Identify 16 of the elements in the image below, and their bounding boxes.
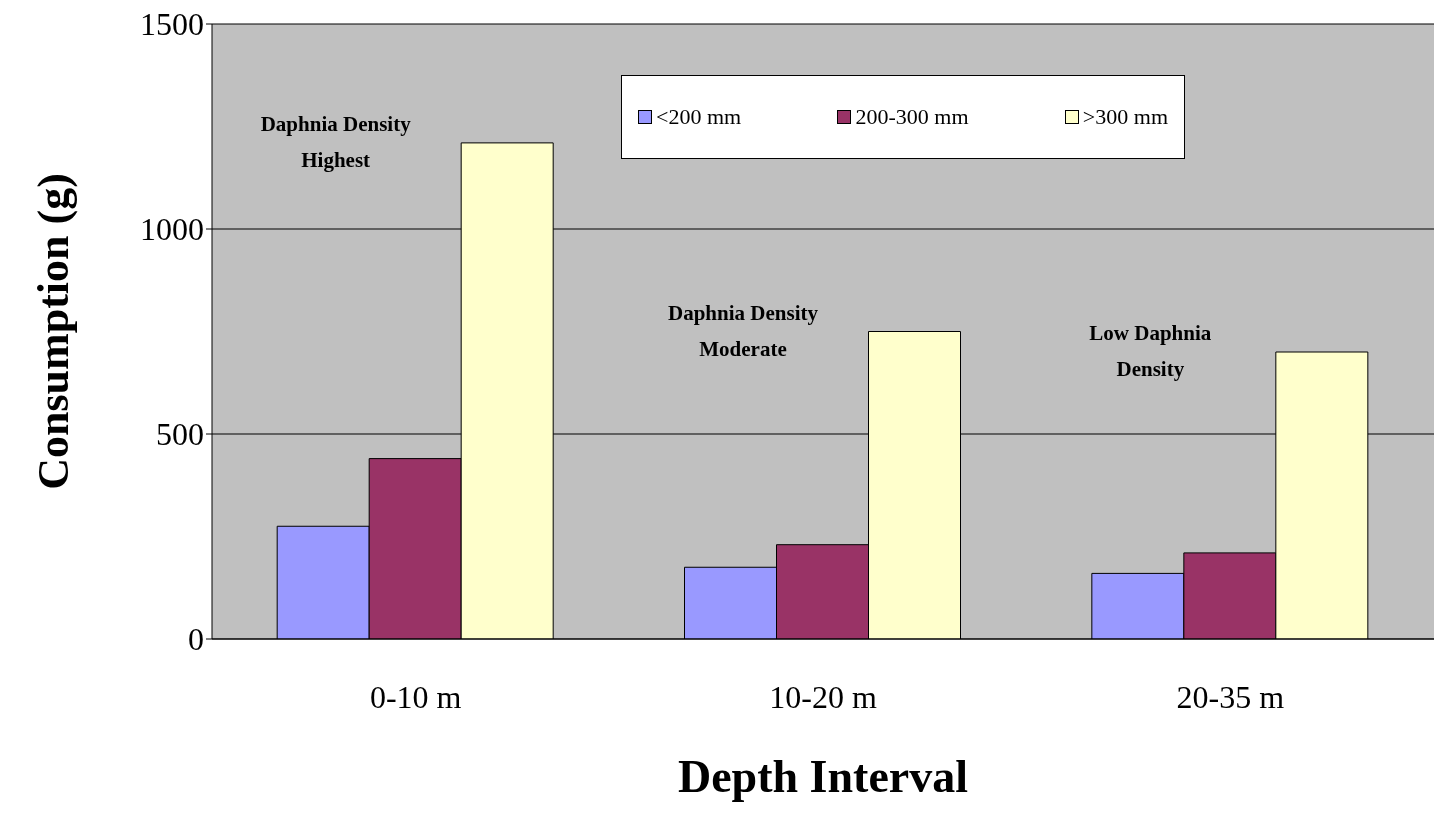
annotation: Daphnia Density Moderate xyxy=(668,300,819,361)
y-tick-label: 1500 xyxy=(140,6,204,43)
x-tick-label: 10-20 m xyxy=(769,678,877,715)
y-axis-title: Consumption (g) xyxy=(28,173,78,490)
legend-label: >300 mm xyxy=(1082,104,1168,130)
annotation: Low Daphnia Density xyxy=(1089,321,1212,381)
legend-label: 200-300 mm xyxy=(855,104,969,130)
y-tick-label: 0 xyxy=(188,621,204,658)
annotation: Daphnia Density Highest xyxy=(260,111,412,172)
legend-label: <200 mm xyxy=(656,104,742,130)
x-tick-label: 20-35 m xyxy=(1176,678,1285,715)
y-tick-label: 1000 xyxy=(140,211,204,248)
legend: <200 mm 200-300 mm >300 mm xyxy=(621,75,1185,159)
x-tick-label: 0-10 m xyxy=(369,678,462,715)
y-tick-label: 500 xyxy=(156,416,204,453)
x-axis-title: Depth Interval xyxy=(676,750,969,803)
